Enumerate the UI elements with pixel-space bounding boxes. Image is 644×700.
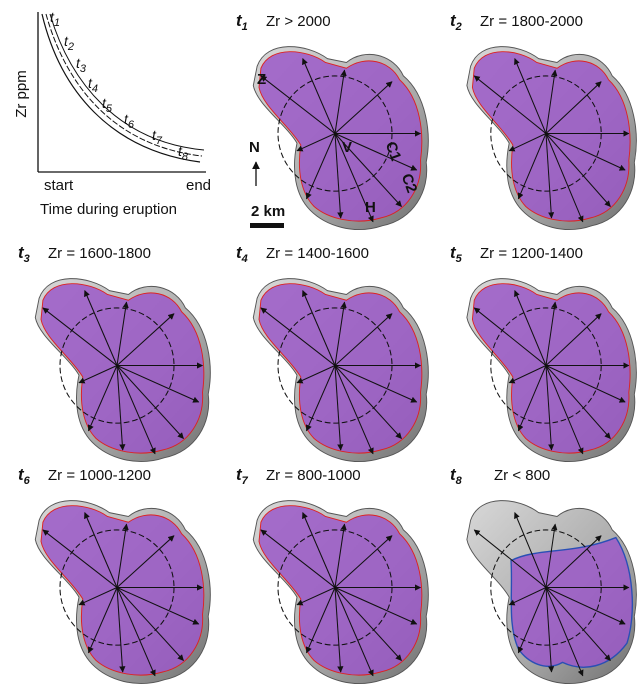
time-index: 4 <box>241 253 248 265</box>
panel-title: Zr = 1400-1600 <box>266 245 369 262</box>
zoning-map <box>253 279 428 462</box>
time-index: 6 <box>128 119 135 131</box>
map-panel: t5 Zr = 1200-1400 <box>450 243 636 462</box>
time-index: 2 <box>67 41 74 53</box>
label-v: V <box>342 139 352 156</box>
time-label: t1 <box>236 11 248 33</box>
map-panel: t8 Zr < 800 <box>450 465 636 684</box>
time-label: t1 <box>50 9 60 29</box>
panel-title: Zr = 1800-2000 <box>480 13 583 30</box>
panel-title: Zr = 800-1000 <box>266 467 361 484</box>
map-panel: t4 Zr = 1400-1600 <box>236 243 428 462</box>
time-label: t3 <box>76 55 87 75</box>
time-label: t2 <box>64 33 74 53</box>
time-label: t7 <box>152 127 163 147</box>
y-axis-label: Zr ppm <box>13 70 30 118</box>
map-panel: t7 Zr = 800-1000 <box>236 465 428 684</box>
time-index: 3 <box>80 63 87 75</box>
time-label: t3 <box>18 243 30 265</box>
time-index: 1 <box>54 17 60 29</box>
time-label: t6 <box>18 465 31 487</box>
time-label: t2 <box>450 11 462 33</box>
time-label: t6 <box>124 111 135 131</box>
time-index: 5 <box>456 253 463 265</box>
time-index: 7 <box>242 475 249 487</box>
zoning-map <box>35 279 210 462</box>
panel-title: Zr = 1600-1800 <box>48 245 151 262</box>
time-label: t8 <box>450 465 463 487</box>
zoning-map <box>253 501 428 684</box>
scale-label: 2 km <box>251 203 285 220</box>
time-index: 8 <box>456 475 463 487</box>
time-label: t4 <box>88 75 98 95</box>
zoning-map <box>467 47 636 230</box>
time-index: 2 <box>455 21 462 33</box>
map-panel: t3 Zr = 1600-1800 <box>18 243 210 462</box>
time-label: t4 <box>236 243 248 265</box>
panel-title: Zr = 1000-1200 <box>48 467 151 484</box>
time-index: 4 <box>92 83 98 95</box>
time-label: t7 <box>236 465 249 487</box>
panel-title: Zr > 2000 <box>266 13 331 30</box>
time-index: 6 <box>24 475 31 487</box>
time-index: 3 <box>24 253 30 265</box>
time-label: t8 <box>178 143 189 163</box>
zoning-map <box>467 279 636 462</box>
label-h: H <box>365 199 376 216</box>
x-start-label: start <box>44 177 74 194</box>
map-panel: t1 Zr > 2000 <box>236 11 428 230</box>
curve <box>46 14 202 156</box>
zoning-map <box>467 501 636 684</box>
label-z: Z <box>257 71 266 88</box>
scale-bar <box>250 223 284 228</box>
time-index: 8 <box>182 151 189 163</box>
time-label: t5 <box>450 243 463 265</box>
map-panel: t6 Zr = 1000-1200 <box>18 465 210 684</box>
figure: Zr ppm start end Time during eruption t1… <box>0 0 644 700</box>
panel-title: Zr = 1200-1400 <box>480 245 583 262</box>
north-label: N <box>249 139 260 156</box>
x-end-label: end <box>186 177 211 194</box>
zr-time-plot: Zr ppm start end Time during eruption t1… <box>13 9 211 218</box>
panel-title: Zr < 800 <box>494 467 550 484</box>
time-index: 5 <box>106 103 113 115</box>
map-panel: t2 Zr = 1800-2000 <box>450 11 636 230</box>
zoning-map <box>35 501 210 684</box>
time-index: 1 <box>242 21 248 33</box>
x-axis-label: Time during eruption <box>40 201 177 218</box>
time-index: 7 <box>156 135 163 147</box>
time-label: t5 <box>102 95 113 115</box>
